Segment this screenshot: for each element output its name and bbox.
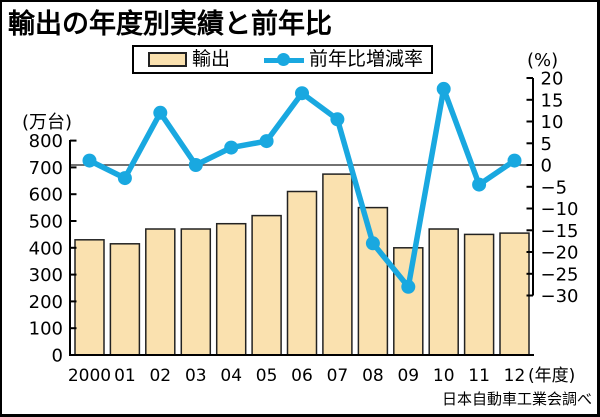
right-tick-label--15: −15 [541, 221, 579, 242]
line-point-04 [224, 140, 239, 155]
right-tick-label-10: 10 [541, 112, 564, 133]
bar-2000 [74, 239, 105, 356]
right-tick-label--20: −20 [541, 243, 579, 264]
x-label-02: 02 [149, 366, 171, 386]
x-label-06: 06 [291, 366, 313, 386]
bar-08 [357, 206, 389, 356]
line-point-10 [436, 81, 451, 96]
right-tick-label--10: −10 [541, 199, 579, 220]
line-point-03 [188, 158, 203, 172]
x-label-05: 05 [256, 366, 278, 386]
x-label-08: 08 [362, 366, 384, 386]
left-tick-label-500: 500 [29, 212, 63, 233]
right-tick-label--5: −5 [541, 177, 568, 198]
left-tick-label-100: 100 [29, 319, 63, 340]
line-point-08 [365, 236, 380, 251]
bar-04 [215, 222, 247, 356]
right-tick-label-20: 20 [541, 69, 564, 90]
x-axis-suffix-label: (年度) [528, 366, 575, 386]
bar-05 [251, 214, 282, 356]
bar-06 [286, 190, 318, 356]
left-tick-label-700: 700 [29, 158, 63, 179]
x-label-04: 04 [220, 366, 242, 386]
left-tick-label-600: 600 [29, 185, 63, 206]
line-point-2000 [82, 153, 97, 168]
right-axis-unit-label: (%) [527, 50, 559, 71]
source-credit: 日本自動車工業会調べ [441, 390, 592, 408]
x-label-2000: 2000 [68, 366, 111, 386]
legend: 輸出 前年比増減率 [132, 45, 433, 74]
line-point-11 [472, 177, 487, 192]
bar-11 [463, 233, 495, 356]
bar-07 [322, 173, 353, 356]
bar-10 [428, 228, 459, 356]
bar-12 [499, 232, 530, 356]
x-label-07: 07 [327, 366, 349, 386]
left-tick-label-400: 400 [29, 238, 63, 259]
right-tick-label-15: 15 [541, 90, 564, 111]
left-axis-unit-label: (万台) [22, 112, 73, 133]
line-point-01 [117, 171, 132, 186]
line-point-06 [295, 86, 309, 101]
x-label-11: 11 [468, 366, 490, 386]
bar-09 [393, 247, 424, 356]
x-label-01: 01 [114, 366, 136, 386]
bar-02 [145, 228, 176, 356]
line-point-02 [153, 105, 168, 120]
line-point-09 [401, 279, 416, 294]
line-point-07 [330, 112, 345, 127]
right-tick-label-0: 0 [541, 156, 552, 177]
left-tick-label-300: 300 [29, 265, 63, 286]
legend-line-dot-icon [277, 52, 291, 66]
right-tick-label--30: −30 [541, 286, 579, 307]
x-label-03: 03 [185, 366, 207, 386]
left-tick-label-0: 0 [52, 346, 63, 367]
legend-line-swatch [264, 52, 305, 67]
line-point-05 [259, 134, 274, 149]
chart-title: 輸出の年度別実績と前年比 [8, 9, 332, 40]
legend-bar-swatch [148, 52, 187, 67]
x-label-09: 09 [397, 366, 419, 386]
left-tick-label-200: 200 [29, 292, 63, 313]
x-label-10: 10 [433, 366, 455, 386]
line-point-12 [507, 153, 522, 168]
legend-bar-label: 輸出 [192, 48, 231, 70]
right-tick-label--25: −25 [541, 264, 579, 285]
right-tick-label-5: 5 [541, 134, 552, 155]
bar-03 [180, 228, 212, 356]
legend-line-label: 前年比増減率 [309, 48, 424, 70]
left-tick-label-800: 800 [29, 131, 63, 152]
x-label-12: 12 [504, 366, 526, 386]
bar-01 [109, 243, 141, 356]
